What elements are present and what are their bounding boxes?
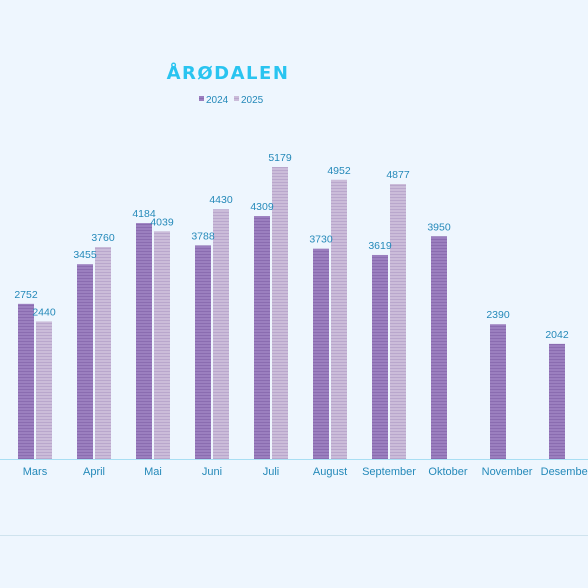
bar-2025-april [95, 247, 111, 459]
data-label-2025-mai: 4039 [150, 216, 174, 228]
bar-2024-november [490, 324, 506, 459]
bar-2024-september [372, 254, 388, 459]
bar-2024-oktober [431, 236, 447, 459]
bar-2024-august [313, 248, 329, 459]
data-label-2024-desember: 2042 [545, 329, 569, 341]
bar-2024-desember [549, 343, 565, 459]
data-label-2025-april: 3760 [91, 232, 115, 244]
x-tick-mai: Mai [144, 466, 162, 478]
data-label-2024-juni: 3788 [191, 230, 215, 242]
x-tick-desember: Desember [541, 466, 588, 478]
bar-2025-mars [36, 321, 52, 459]
x-tick-oktober: Oktober [428, 466, 467, 478]
x-tick-mars: Mars [23, 466, 48, 478]
bar-2024-mai [136, 223, 152, 459]
bar-2024-april [77, 264, 93, 459]
data-label-2025-august: 4952 [327, 165, 351, 177]
data-label-2025-juli: 5179 [268, 152, 292, 164]
x-tick-juni: Juni [202, 466, 222, 478]
chart-title: ÅRØDALEN [167, 61, 290, 84]
data-label-2025-mars: 2440 [32, 306, 56, 318]
legend: 2024 2025 [199, 95, 264, 106]
x-tick-august: August [313, 466, 347, 478]
data-label-2024-oktober: 3950 [427, 221, 451, 233]
bar-2024-mars [18, 303, 34, 459]
data-label-2024-september: 3619 [368, 240, 392, 252]
x-tick-september: September [362, 466, 416, 478]
x-tick-april: April [83, 466, 105, 478]
legend-label-2024: 2024 [206, 95, 229, 106]
data-label-2025-juni: 4430 [209, 194, 233, 206]
data-label-2024-mai: 4184 [132, 208, 156, 220]
data-label-2024-juli: 4309 [250, 201, 274, 213]
data-label-2024-august: 3730 [309, 234, 333, 246]
data-label-2025-september: 4877 [386, 169, 410, 181]
bar-2025-mai [154, 231, 170, 459]
x-tick-november: November [482, 466, 533, 478]
data-label-2024-november: 2390 [486, 309, 510, 321]
bars-group [18, 167, 565, 459]
data-label-2024-mars: 2752 [14, 289, 38, 301]
bar-2024-juli [254, 216, 270, 459]
bar-2024-juni [195, 245, 211, 459]
bar-2025-august [331, 179, 347, 459]
legend-label-2025: 2025 [241, 95, 264, 106]
data-label-2024-april: 3455 [73, 249, 97, 261]
bar-2025-september [390, 184, 406, 459]
bar-2025-juli [272, 167, 288, 459]
legend-swatch-2024 [199, 96, 204, 101]
x-tick-labels-group: Mars April Mai Juni Juli August September Oktob… [23, 466, 588, 478]
x-tick-juli: Juli [263, 466, 280, 478]
bar-2025-juni [213, 209, 229, 459]
legend-swatch-2025 [234, 96, 239, 101]
